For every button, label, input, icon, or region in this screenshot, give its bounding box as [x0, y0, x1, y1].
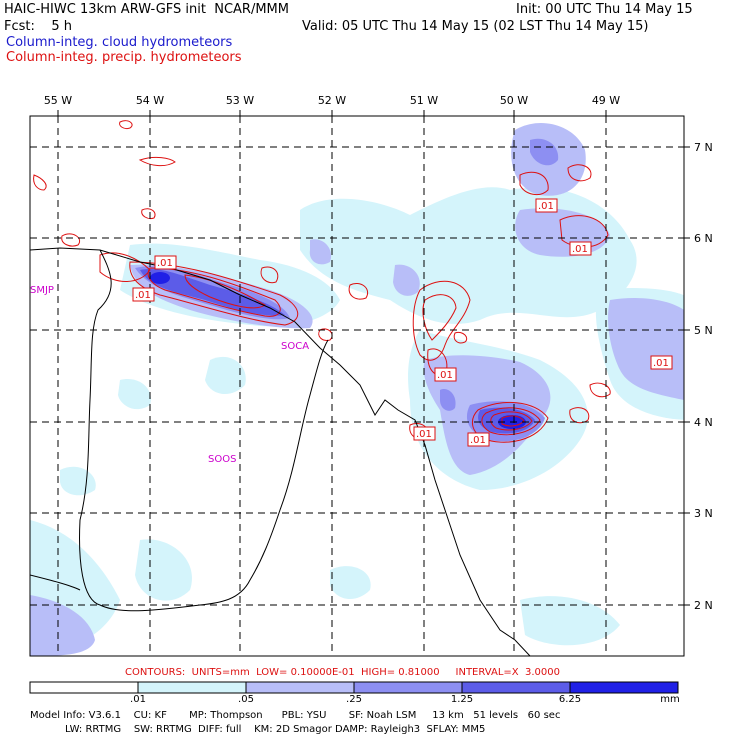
contour-label: .01 — [538, 201, 554, 212]
colorbar-level: .25 — [346, 694, 362, 705]
model-info-line1: Model Info: V3.6.1 CU: KF MP: Thompson P… — [30, 710, 561, 721]
model-info-line2: LW: RRTMG SW: RRTMG DIFF: full KM: 2D Sm… — [30, 724, 486, 735]
contour-label: .01 — [416, 429, 432, 440]
lat-lon-grid — [30, 116, 684, 656]
forecast-hour: Fcst: 5 h — [4, 19, 73, 34]
lat-label: 2 N — [694, 599, 713, 612]
contour-label: .01 — [470, 435, 486, 446]
lat-label: 5 N — [694, 324, 713, 337]
lon-label: 51 W — [410, 94, 438, 107]
station-label: SOCA — [281, 341, 309, 352]
colorbar — [29, 681, 679, 694]
title-line: HAIC-HIWC 13km ARW-GFS init NCAR/MMM — [4, 2, 289, 17]
valid-time: Valid: 05 UTC Thu 14 May 15 (02 LST Thu … — [302, 19, 649, 34]
lon-label: 49 W — [592, 94, 620, 107]
lon-label: 50 W — [500, 94, 528, 107]
contour-label: .01 — [157, 258, 173, 269]
station-label: SOOS — [208, 454, 236, 465]
colorbar-level: .01 — [130, 694, 146, 705]
lon-label: 52 W — [318, 94, 346, 107]
precip-legend: Column-integ. precip. hydrometeors — [6, 50, 242, 65]
contours-info: CONTOURS: UNITS=mm LOW= 0.10000E-01 HIGH… — [125, 667, 560, 678]
contour-label: .01 — [572, 244, 588, 255]
station-label: SMJP — [30, 285, 54, 296]
contour-label: .01 — [437, 370, 453, 381]
lon-label: 53 W — [226, 94, 254, 107]
lat-label: 7 N — [694, 141, 713, 154]
contour-label: .01 — [653, 358, 669, 369]
colorbar-level: 6.25 — [558, 694, 582, 705]
colorbar-level: .05 — [238, 694, 254, 705]
map-frame — [29, 115, 685, 657]
lat-label: 6 N — [694, 232, 713, 245]
lat-label: 3 N — [694, 507, 713, 520]
cloud-legend: Column-integ. cloud hydrometeors — [6, 35, 233, 50]
colorbar-level: 1.25 — [450, 694, 474, 705]
init-time: Init: 00 UTC Thu 14 May 15 — [516, 2, 693, 17]
contour-label: .01 — [135, 290, 151, 301]
lon-label: 55 W — [44, 94, 72, 107]
lat-label: 4 N — [694, 416, 713, 429]
colorbar-unit: mm — [660, 694, 680, 705]
lon-label: 54 W — [136, 94, 164, 107]
